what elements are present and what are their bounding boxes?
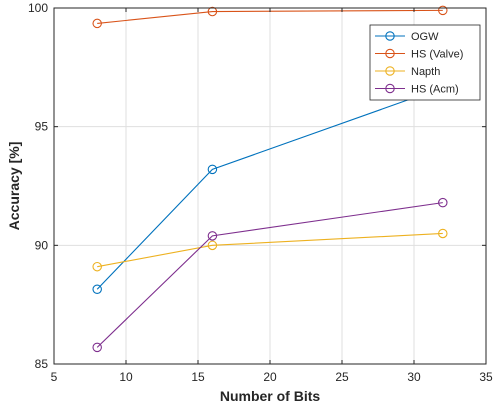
- x-tick-label: 10: [119, 370, 133, 384]
- series-line: [97, 9, 443, 24]
- series-3: [92, 197, 448, 353]
- grid: [54, 8, 486, 364]
- y-tick-label: 90: [35, 238, 49, 252]
- legend-marker: [385, 48, 395, 59]
- legend-marker: [385, 83, 395, 94]
- data-point: [92, 261, 102, 272]
- x-tick-label: 15: [191, 370, 205, 384]
- series-1: [92, 5, 448, 29]
- legend-item: OGW: [375, 31, 439, 43]
- legend-label: HS (Acm): [411, 84, 459, 96]
- legend-item: HS (Valve): [375, 49, 463, 61]
- legend-label: Napth: [411, 66, 440, 78]
- series-line: [96, 202, 443, 348]
- data-point: [207, 6, 218, 17]
- series-line: [96, 86, 443, 290]
- legend-item: Napth: [375, 66, 440, 78]
- legend-box: [369, 24, 481, 101]
- x-tick-label: 20: [263, 370, 277, 384]
- data-point: [92, 284, 102, 294]
- legend-label: HS (Valve): [411, 49, 463, 61]
- legend-marker: [385, 66, 395, 76]
- data-point: [207, 231, 218, 241]
- series-line: [97, 232, 443, 268]
- x-axis-label: Number of Bits: [220, 388, 321, 404]
- axis-ticks: 5 10 15 20 25 30 35 85 90 95 100: [28, 1, 493, 384]
- legend-label: OGW: [411, 31, 439, 43]
- legend-marker: [385, 31, 395, 41]
- x-tick-label: 35: [479, 370, 493, 384]
- y-tick-label: 100: [28, 1, 48, 15]
- x-tick-label: 30: [407, 370, 421, 384]
- data-point: [207, 240, 218, 251]
- y-axis-label: Accuracy [%]: [6, 142, 22, 231]
- data-point: [92, 18, 102, 29]
- x-tick-label: 25: [335, 370, 349, 384]
- data-point: [207, 164, 218, 175]
- legend-item: HS (Acm): [375, 84, 459, 96]
- data-point: [438, 5, 448, 16]
- legend: OGW HS (Valve) Napth HS (Acm): [369, 24, 481, 101]
- series-2: [92, 228, 448, 272]
- data-point: [438, 228, 448, 239]
- x-tick-label: 5: [51, 370, 58, 384]
- data-point: [438, 197, 448, 208]
- y-tick-label: 95: [35, 120, 49, 134]
- data-point: [92, 342, 102, 353]
- y-tick-label: 85: [35, 357, 49, 371]
